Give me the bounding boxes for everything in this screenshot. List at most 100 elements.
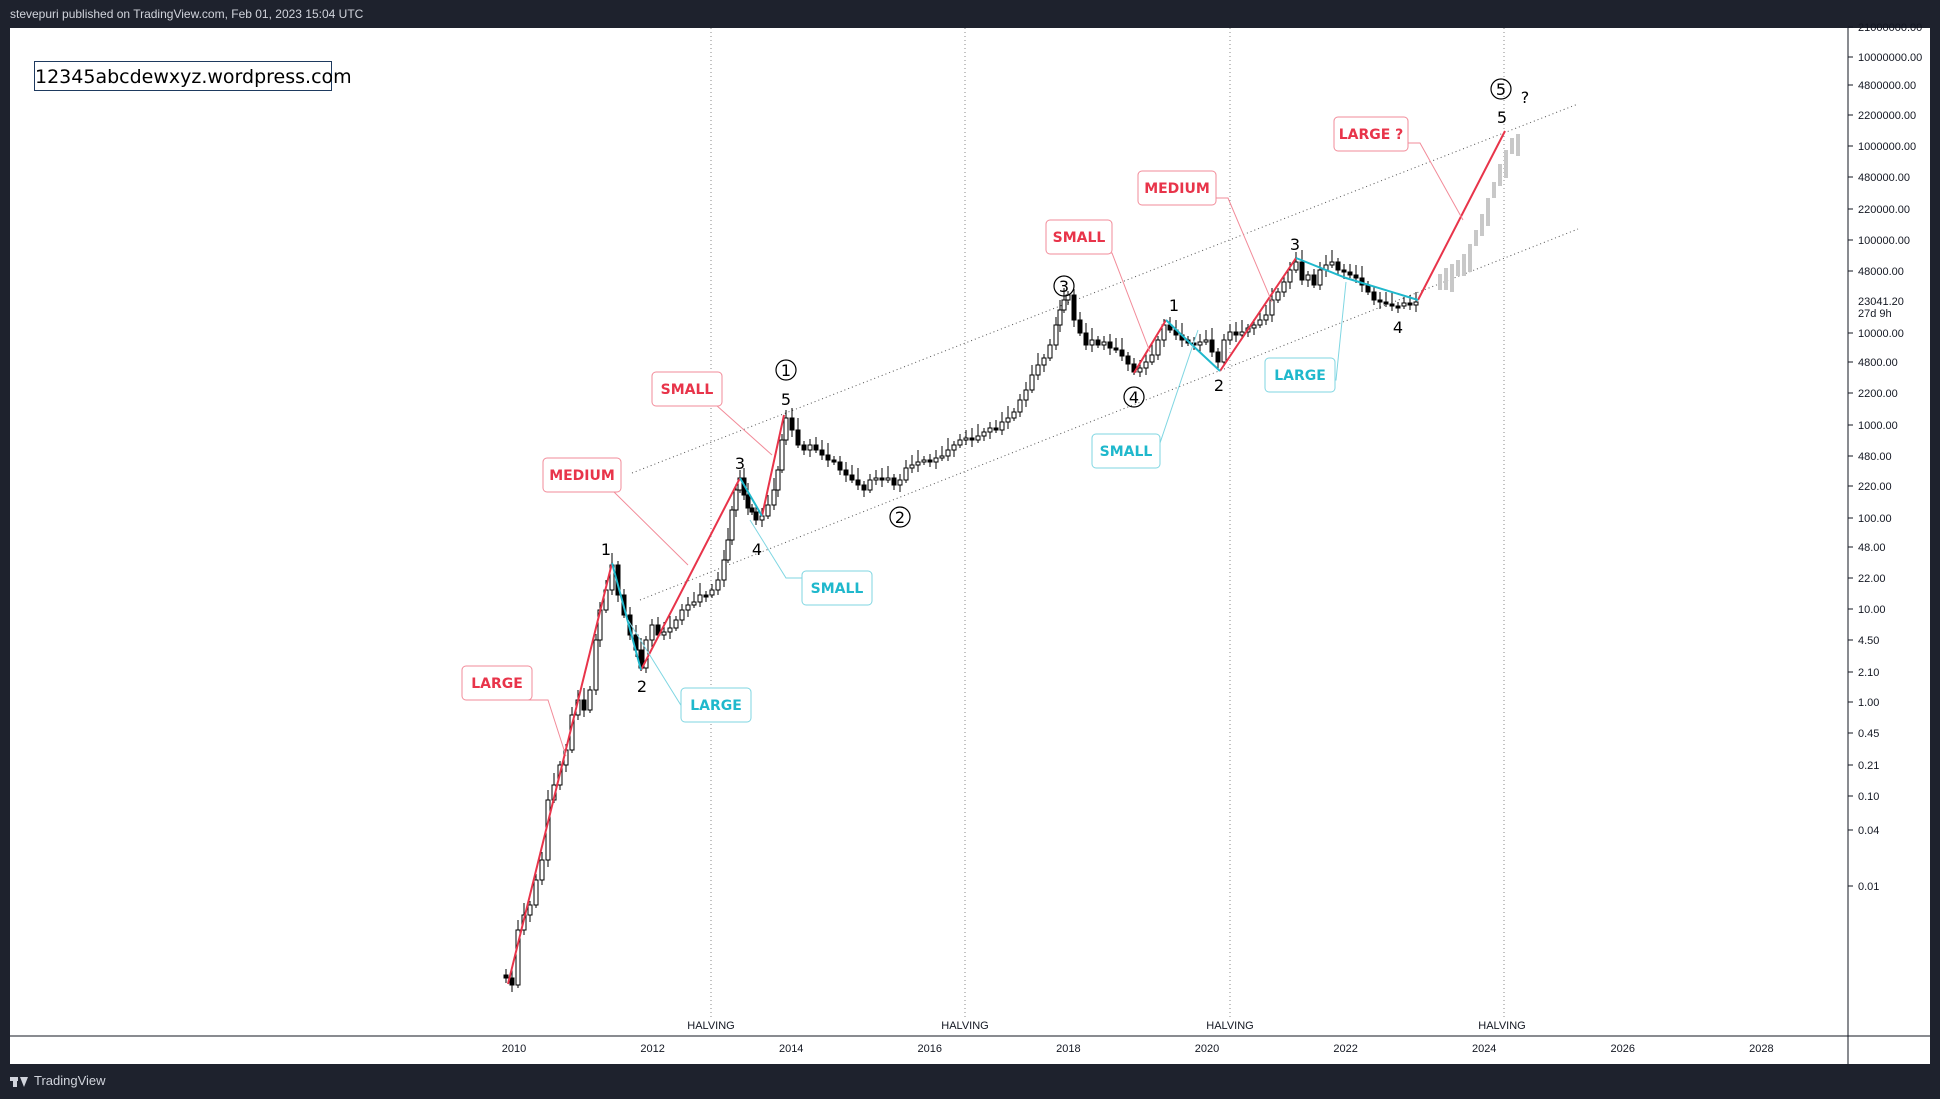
wave-label-minor-5: 5: [1497, 108, 1507, 127]
callout-box-1: [461, 665, 533, 701]
callout-label-5: SMALL: [811, 581, 864, 597]
candle-body-33: [691, 601, 697, 606]
major-wave-label-1: 1: [781, 361, 791, 380]
candle-body-155: [1395, 305, 1401, 309]
x-tick-label-2022: 2022: [1333, 1043, 1357, 1055]
candle-body-63: [849, 474, 855, 481]
candle-body-129: [1239, 331, 1245, 336]
candle-body-106: [1101, 341, 1107, 346]
callout-label-8: SMALL: [1100, 444, 1153, 460]
candle-body-154: [1389, 303, 1395, 307]
candle-body-34: [697, 594, 703, 603]
y-tick-label-5: 480000.00: [1858, 172, 1910, 184]
projection-candles: [1438, 134, 1520, 292]
candle-body-46: [753, 511, 759, 521]
tradingview-logo[interactable]: TradingView: [10, 1073, 106, 1088]
candle-body-58: [819, 449, 825, 456]
major-wave-circle-4: [1123, 386, 1145, 408]
y-tick-label-4: 1000000.00: [1858, 141, 1916, 153]
major-wave-label-2: 2: [895, 508, 905, 527]
y-tick-label-24: 0.10: [1858, 791, 1879, 803]
candle-body-31: [679, 609, 685, 621]
candle-body-115: [1155, 339, 1161, 356]
chart-frame[interactable]: [10, 28, 1930, 1064]
correction-lines: [611, 257, 1419, 671]
y-tick-label-15: 100.00: [1858, 513, 1892, 525]
y-tick-label-19: 4.50: [1858, 635, 1879, 647]
projection-candle-6: [1474, 230, 1478, 246]
callout-label-6: SMALL: [1053, 230, 1106, 246]
candle-body-139: [1299, 261, 1305, 281]
y-tick-label-6: 220000.00: [1858, 204, 1910, 216]
candle-body-86: [987, 427, 993, 433]
candle-body-32: [685, 604, 691, 611]
candle-body-65: [861, 484, 867, 491]
candle-body-104: [1089, 339, 1095, 346]
y-tick-label-3: 2200000.00: [1858, 110, 1916, 122]
y-tick-label-9: 10000.00: [1858, 328, 1904, 340]
candle-body-77: [933, 457, 939, 463]
callout-pointer-1: [522, 699, 567, 757]
candle-body-123: [1203, 339, 1209, 343]
candle-body-109: [1119, 349, 1125, 357]
candle-body-69: [885, 477, 891, 481]
wave-label-5: 5: [781, 390, 791, 409]
candle-body-61: [837, 461, 843, 471]
candle-body-45: [749, 507, 755, 513]
candle-body-52: [783, 417, 789, 441]
candle-body-15: [587, 689, 593, 711]
candle-body-82: [963, 437, 969, 441]
candle-body-141: [1311, 274, 1317, 286]
y-tick-label-16: 48.00: [1858, 542, 1886, 554]
candle-body-67: [873, 477, 879, 481]
candle-body-97: [1053, 324, 1059, 346]
candle-body-103: [1083, 332, 1089, 346]
callout-box-7: [1137, 170, 1217, 206]
candle-body-6: [533, 879, 539, 906]
x-tick-label-2028: 2028: [1749, 1043, 1773, 1055]
candle-body-122: [1197, 341, 1203, 346]
correction-line-minor-2: [1165, 319, 1221, 372]
x-tick-label-2010: 2010: [502, 1043, 526, 1055]
candle-body-107: [1107, 341, 1113, 349]
candle-body-140: [1305, 274, 1311, 281]
projection-candle-12: [1510, 138, 1514, 154]
candle-body-158: [1413, 301, 1419, 306]
y-tick-label-7: 100000.00: [1858, 235, 1910, 247]
projection-candle-7: [1480, 214, 1484, 236]
major-wave-label-3: 3: [1059, 277, 1069, 296]
wave-label-minor-4: 4: [1393, 318, 1403, 337]
x-tick-label-2020: 2020: [1195, 1043, 1219, 1055]
wave-label-minor-3: 3: [1290, 235, 1300, 254]
projection-candle-0: [1438, 274, 1442, 290]
channel-lower-line: [639, 228, 1579, 601]
callout-label-10: LARGE ?: [1339, 127, 1404, 143]
projection-candle-11: [1504, 150, 1508, 178]
callout-box-3: [651, 371, 723, 407]
callout-label-2: MEDIUM: [549, 468, 615, 484]
y-tick-label-13: 480.00: [1858, 451, 1892, 463]
candle-body-88: [999, 421, 1005, 431]
candle-body-135: [1275, 291, 1281, 301]
y-tick-label-20: 2.10: [1858, 667, 1879, 679]
candle-body-71: [897, 479, 903, 486]
candle-body-81: [957, 439, 963, 446]
wave-label-4: 4: [752, 540, 762, 559]
callout-label-3: SMALL: [661, 382, 714, 398]
y-tick-label-26: 0.01: [1858, 881, 1879, 893]
candle-body-157: [1407, 302, 1413, 306]
channel-upper-line: [631, 103, 1579, 474]
candle-body-148: [1353, 274, 1359, 279]
candle-body-96: [1047, 344, 1053, 359]
major-wave-circle-3: [1053, 275, 1075, 297]
footer-bar: TradingView: [0, 1064, 1940, 1099]
major-wave-label-5: 5: [1496, 80, 1506, 99]
halving-label-4: HALVING: [1478, 1020, 1525, 1032]
candle-body-68: [879, 477, 885, 481]
candle-body-89: [1005, 417, 1011, 423]
callout-box-10: [1333, 116, 1409, 152]
candle-body-91: [1017, 399, 1023, 413]
candle-body-83: [969, 437, 975, 441]
candle-body-98: [1057, 309, 1063, 326]
